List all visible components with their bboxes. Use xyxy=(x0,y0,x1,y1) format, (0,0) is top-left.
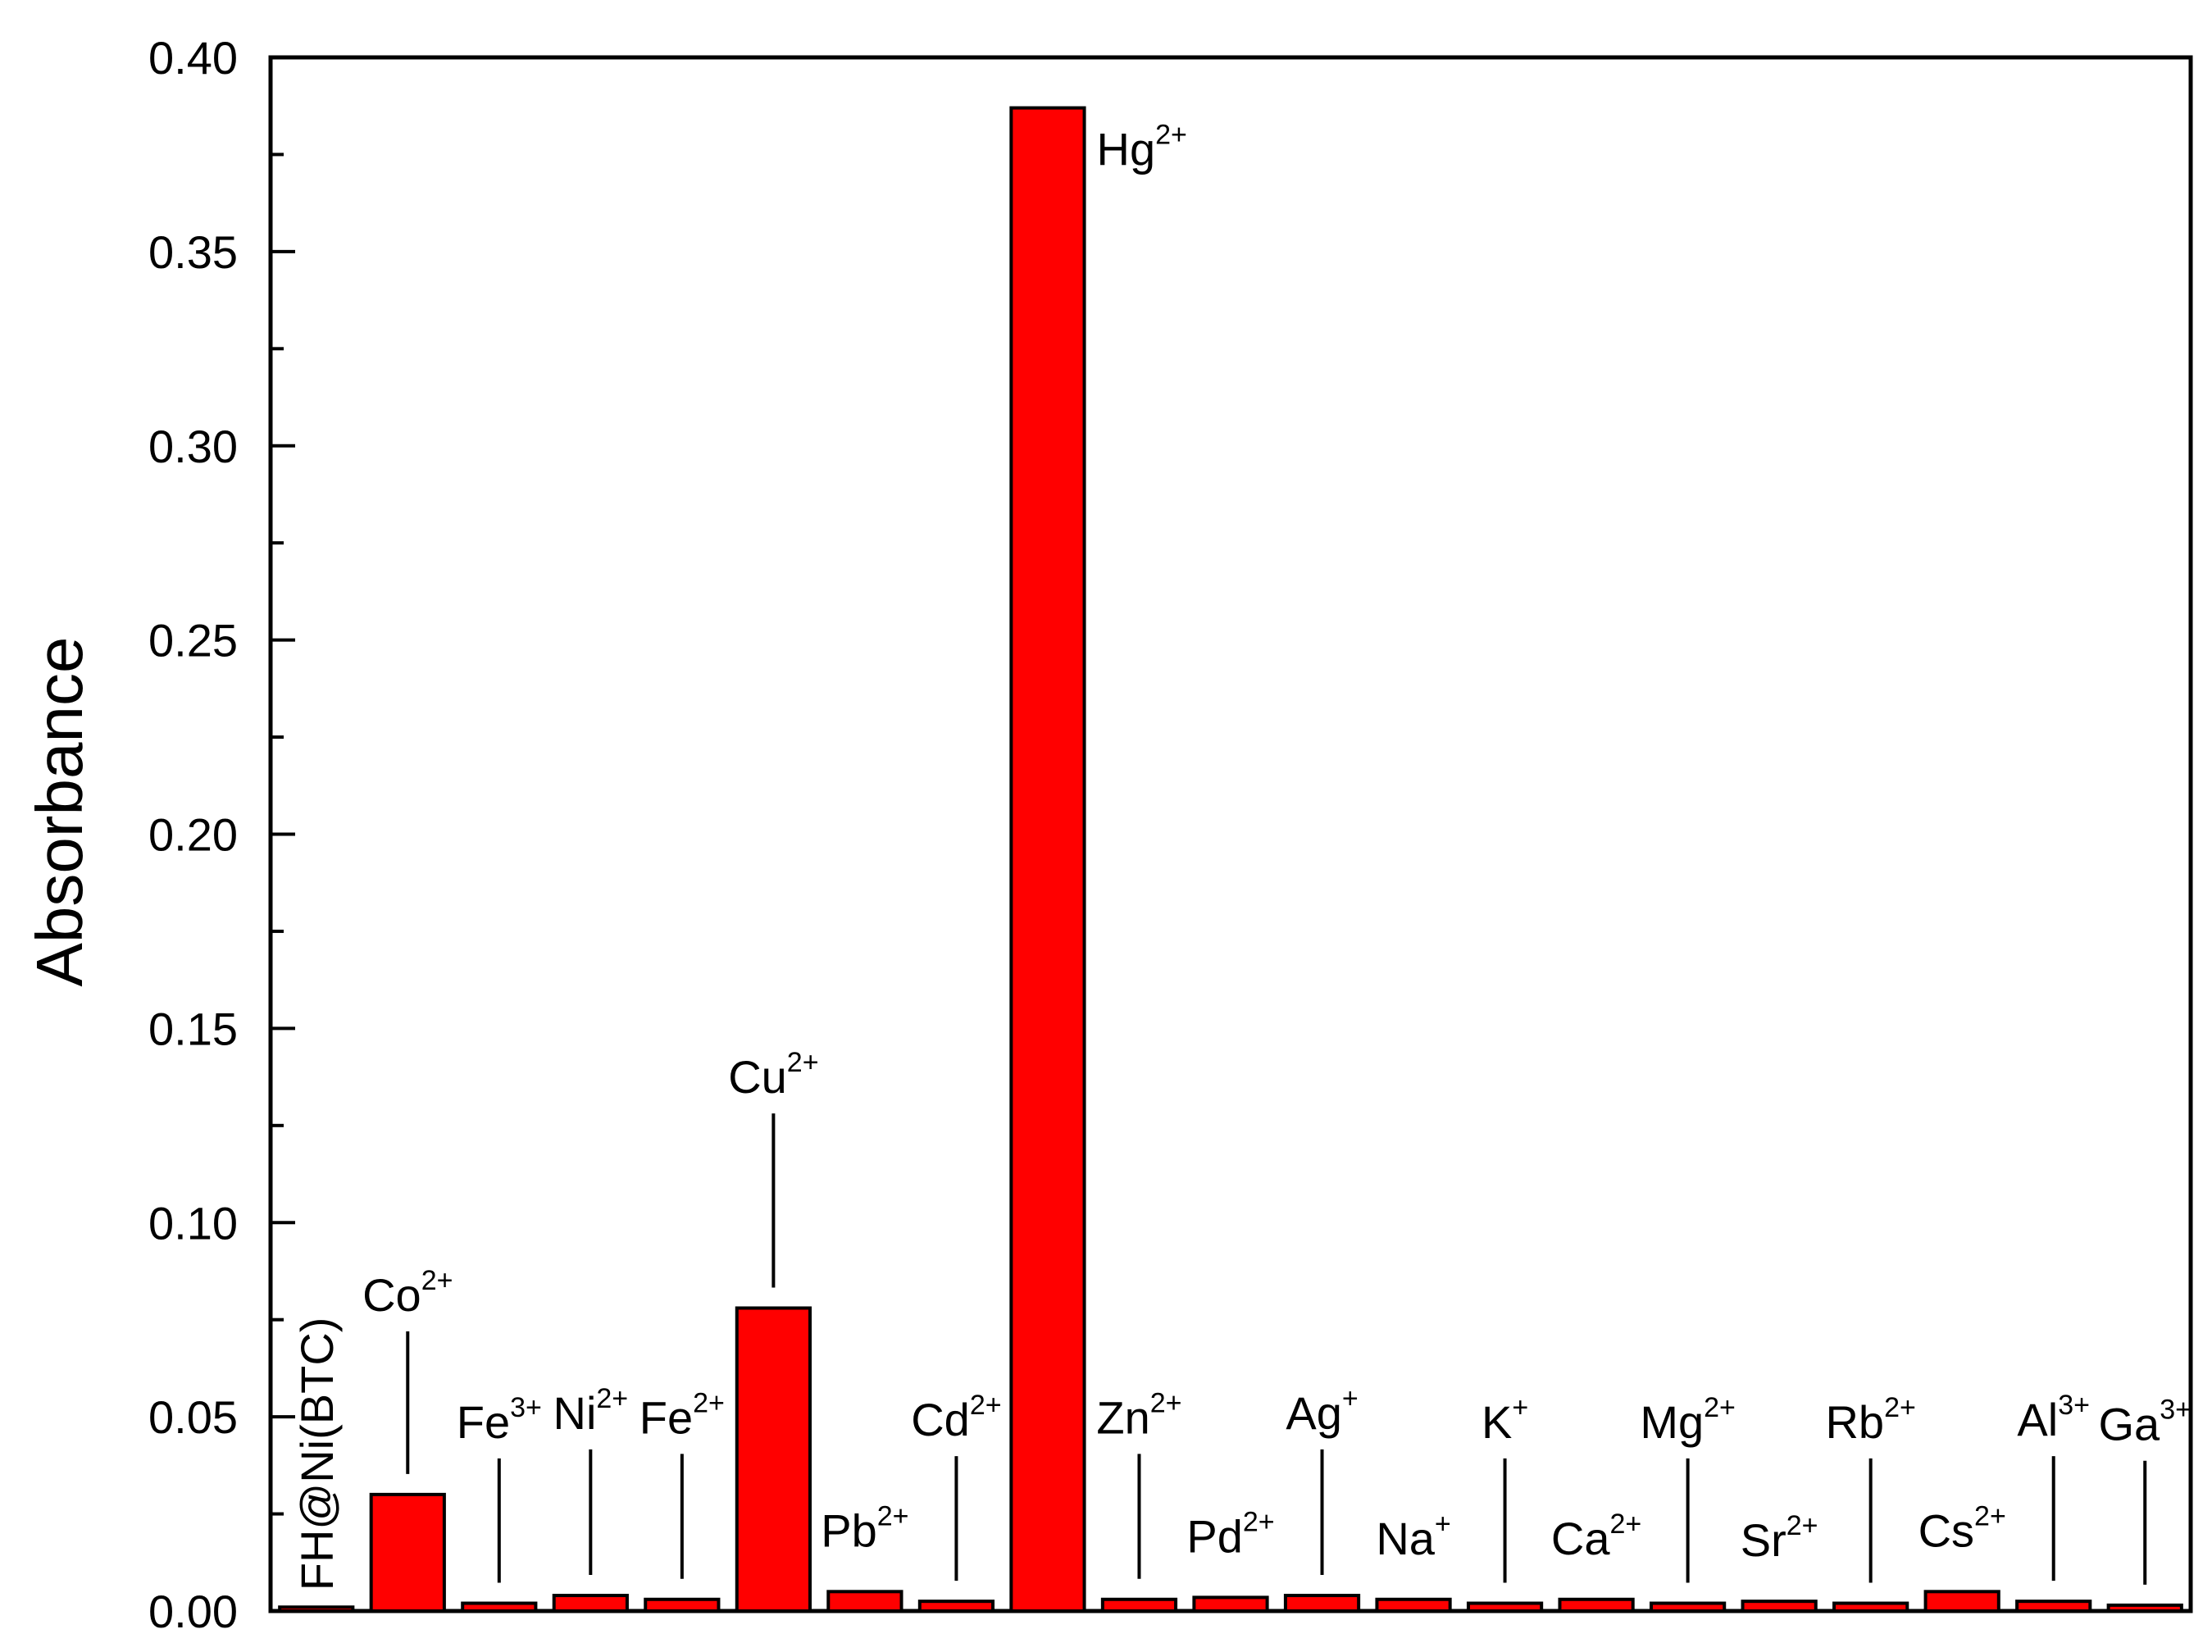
y-tick-label: 0.20 xyxy=(148,809,238,861)
bar-ag- xyxy=(1283,1594,1361,1613)
bar-pd2- xyxy=(1192,1595,1269,1613)
label-zn2-: Zn2+ xyxy=(1096,1387,1181,1443)
label-al3-: Al3+ xyxy=(2017,1390,2090,1445)
y-tick-label: 0.25 xyxy=(148,615,238,667)
label-co2-: Co2+ xyxy=(362,1265,453,1321)
label-ag-: Ag+ xyxy=(1286,1383,1358,1439)
bar-zn2- xyxy=(1100,1597,1178,1613)
bar-mg2- xyxy=(1650,1601,1727,1613)
y-tick-label: 0.30 xyxy=(148,421,238,472)
bar-k- xyxy=(1466,1601,1544,1613)
bar-pb2- xyxy=(826,1590,903,1613)
bar-ca2- xyxy=(1558,1597,1635,1613)
label-fe3-: Fe3+ xyxy=(457,1392,542,1448)
bar-al3- xyxy=(2015,1600,2092,1613)
bar-fh-ni-btc- xyxy=(278,1605,355,1613)
label-cs2-: Cs2+ xyxy=(1918,1500,2006,1556)
label-hg2-: Hg2+ xyxy=(1097,120,1187,175)
y-tick-label: 0.00 xyxy=(148,1586,238,1637)
label-cu2-: Cu2+ xyxy=(728,1047,818,1103)
bar-ga3- xyxy=(2106,1603,2183,1613)
label-pb2-: Pb2+ xyxy=(821,1500,908,1556)
y-axis-title: Absorbance xyxy=(23,637,96,987)
label-mg2-: Mg2+ xyxy=(1640,1392,1736,1448)
y-tick-label: 0.15 xyxy=(148,1003,238,1054)
bar-cu2- xyxy=(735,1306,812,1613)
bar-fe3- xyxy=(461,1601,538,1613)
label-fh-ni-btc-: FH@Ni(BTC) xyxy=(291,1318,343,1591)
label-fe2-: Fe2+ xyxy=(639,1387,725,1443)
label-na-: Na+ xyxy=(1376,1509,1450,1564)
bar-cs2- xyxy=(1923,1590,2000,1613)
bar-sr2- xyxy=(1741,1600,1818,1613)
y-tick-label: 0.05 xyxy=(148,1391,238,1443)
bars-layer xyxy=(278,106,2183,1613)
plot-frame xyxy=(268,55,2193,1613)
y-tick-label: 0.40 xyxy=(148,32,238,84)
label-ni2-: Ni2+ xyxy=(553,1383,629,1439)
label-cd2-: Cd2+ xyxy=(911,1390,1001,1445)
y-tick-label: 0.10 xyxy=(148,1197,238,1249)
bar-fe2- xyxy=(644,1597,721,1613)
axes-layer: 0.00 0.05 0.10 0.15 0.20 0.25 0.30 0.35 0.40 xyxy=(148,32,2193,1637)
label-pd2-: Pd2+ xyxy=(1186,1506,1274,1562)
label-k-: K+ xyxy=(1481,1392,1528,1448)
bar-na- xyxy=(1375,1597,1452,1613)
bar-co2- xyxy=(369,1492,446,1613)
label-ga3-: Ga3+ xyxy=(2099,1395,2192,1450)
label-sr2-: Sr2+ xyxy=(1741,1510,1818,1566)
bar-rb2- xyxy=(1832,1601,1909,1613)
y-tick-label: 0.35 xyxy=(148,226,238,278)
label-rb2-: Rb2+ xyxy=(1825,1392,1915,1448)
bar-hg2- xyxy=(1009,106,1086,1613)
bar-cd2- xyxy=(917,1600,995,1613)
bar-ni2- xyxy=(552,1594,629,1613)
ion-labels-layer: FH@Ni(BTC) Co2+ Fe3+ Ni2+ Fe2+ Cu2+ Pb2+Cd2+ Hg… xyxy=(291,120,2192,1591)
label-ca2-: Ca2+ xyxy=(1551,1509,1641,1564)
